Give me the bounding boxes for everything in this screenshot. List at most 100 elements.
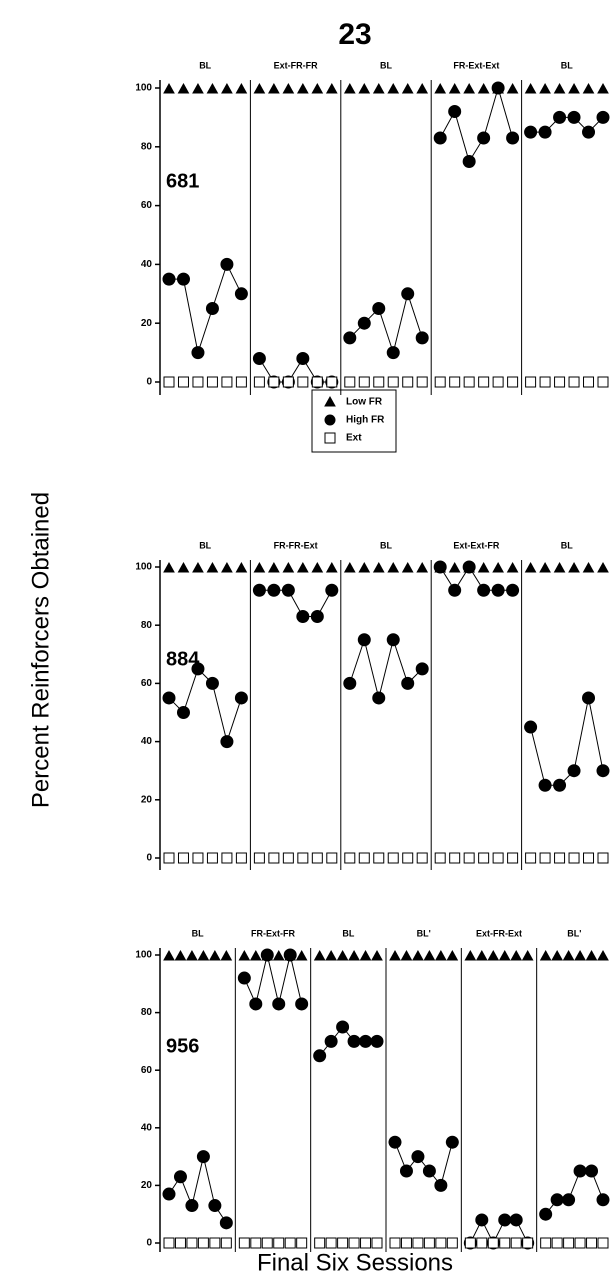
triangle-marker <box>521 949 534 961</box>
triangle-marker <box>423 949 436 961</box>
triangle-marker <box>358 82 371 94</box>
square-marker <box>416 376 428 388</box>
y-tick-label: 60 <box>141 1065 153 1076</box>
circle-marker <box>162 272 176 286</box>
circle-marker <box>399 1164 413 1178</box>
square-marker <box>253 376 265 388</box>
legend-symbol <box>324 414 336 426</box>
triangle-marker <box>597 82 609 94</box>
square-marker <box>348 1237 360 1249</box>
condition-label: BL <box>561 60 573 70</box>
legend-symbol <box>324 395 336 407</box>
y-tick-label: 20 <box>141 794 153 805</box>
triangle-marker <box>446 949 459 961</box>
square-marker <box>586 1237 598 1249</box>
triangle-marker <box>574 949 586 961</box>
square-marker <box>358 376 370 388</box>
triangle-marker <box>568 561 580 573</box>
square-marker <box>435 1237 447 1249</box>
triangle-marker <box>221 82 233 94</box>
square-marker <box>446 1237 458 1249</box>
square-marker <box>192 852 204 864</box>
condition-label: BL <box>380 60 392 70</box>
square-marker <box>525 852 537 864</box>
square-marker <box>163 852 175 864</box>
triangle-marker <box>387 82 400 94</box>
x-axis-label: Final Six Sessions <box>257 1249 453 1276</box>
square-marker <box>583 376 595 388</box>
square-marker <box>402 376 414 388</box>
square-marker <box>574 1237 586 1249</box>
triangle-marker <box>551 949 563 961</box>
square-marker <box>478 376 490 388</box>
circle-marker <box>596 110 610 124</box>
triangle-marker <box>268 82 280 94</box>
y-tick-label: 80 <box>141 141 153 152</box>
triangle-marker <box>435 949 447 961</box>
square-marker <box>311 376 323 388</box>
triangle-marker <box>206 561 219 573</box>
triangle-marker <box>597 949 609 961</box>
triangle-marker <box>372 561 385 573</box>
y-tick-label: 40 <box>141 259 153 270</box>
square-marker <box>522 1237 534 1249</box>
square-marker <box>400 1237 412 1249</box>
square-marker <box>261 1237 273 1249</box>
square-marker <box>220 1237 232 1249</box>
circle-marker <box>596 1193 610 1207</box>
square-marker <box>268 376 280 388</box>
square-marker <box>344 376 356 388</box>
square-marker <box>478 852 490 864</box>
triangle-marker <box>311 82 324 94</box>
triangle-marker <box>463 82 476 94</box>
circle-marker <box>434 1178 448 1192</box>
square-marker <box>325 1237 337 1249</box>
triangle-marker <box>539 82 551 94</box>
circle-marker <box>582 691 596 705</box>
triangle-marker <box>553 82 566 94</box>
square-marker <box>174 1237 186 1249</box>
triangle-marker <box>249 949 262 961</box>
square-marker <box>163 1237 175 1249</box>
circle-marker <box>252 583 266 597</box>
circle-marker <box>433 131 447 145</box>
y-tick-label: 40 <box>141 736 153 747</box>
square-marker <box>507 852 519 864</box>
square-marker <box>507 376 519 388</box>
condition-label: Ext-Ext-FR <box>453 540 500 550</box>
y-tick-label: 60 <box>141 678 153 689</box>
square-marker <box>238 1237 250 1249</box>
square-marker <box>314 1237 326 1249</box>
square-marker <box>387 852 399 864</box>
circle-marker <box>422 1164 436 1178</box>
square-marker <box>250 1237 262 1249</box>
triangle-marker <box>506 561 519 573</box>
circle-marker <box>295 997 309 1011</box>
square-marker <box>235 852 247 864</box>
circle-marker <box>296 351 310 365</box>
square-marker <box>282 852 294 864</box>
square-marker <box>177 852 189 864</box>
circle-marker <box>359 1034 373 1048</box>
circle-marker <box>411 1150 425 1164</box>
session-line <box>394 1142 453 1187</box>
circle-marker <box>524 720 538 734</box>
legend-label: Low FR <box>346 397 383 408</box>
triangle-marker <box>343 82 356 94</box>
square-marker <box>221 376 233 388</box>
circle-marker <box>386 633 400 647</box>
triangle-marker <box>498 949 511 961</box>
square-marker <box>235 376 247 388</box>
triangle-marker <box>163 561 175 573</box>
triangle-marker <box>597 561 609 573</box>
triangle-marker <box>272 949 285 961</box>
triangle-marker <box>348 949 360 961</box>
y-tick-label: 20 <box>141 318 153 329</box>
circle-marker <box>260 948 274 962</box>
triangle-marker <box>506 82 519 94</box>
triangle-marker <box>197 949 210 961</box>
circle-marker <box>220 257 234 271</box>
circle-marker <box>343 331 357 345</box>
square-marker <box>568 376 580 388</box>
